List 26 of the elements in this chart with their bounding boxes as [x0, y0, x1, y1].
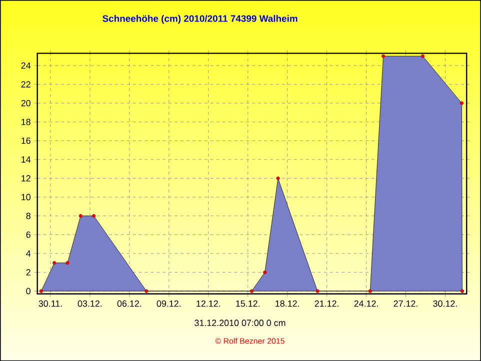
y-tick-label: 20 — [21, 100, 30, 106]
y-tick-label: 16 — [22, 137, 30, 144]
x-tick-label: 03.12. — [78, 300, 102, 307]
y-tick-label: 24 — [21, 62, 31, 69]
y-tick-label: 12 — [22, 175, 30, 182]
chart-title: Schneehöhe (cm) 2010/2011 74399 Walheim — [102, 14, 298, 24]
x-tick-label: 09.12. — [156, 300, 181, 307]
x-tick-label: 27.12. — [394, 300, 418, 307]
y-tick-label: 14 — [22, 156, 31, 162]
x-tick-label: 12.12. — [196, 300, 220, 307]
x-tick-label: 30.12. — [433, 300, 457, 307]
y-tick-label: 22 — [21, 81, 30, 88]
y-tick-label: 0 — [26, 288, 30, 294]
x-tick-label: 18.12. — [276, 300, 299, 307]
y-tick-label: 18 — [22, 118, 30, 125]
x-tick-label: 24.12. — [354, 300, 378, 307]
y-tick-label: 6 — [26, 231, 30, 238]
x-tick-label: 15.12. — [236, 300, 260, 307]
x-tick-label: 30.11. — [38, 300, 62, 307]
x-tick-label: 21.12. — [314, 300, 338, 307]
y-tick-label: 4 — [26, 250, 31, 256]
y-tick-label: 10 — [22, 194, 30, 200]
y-tick-label: 8 — [26, 212, 30, 219]
text: 31.12.2010 07:00 0 cm — [194, 320, 286, 326]
x-tick-label: 06.12. — [117, 300, 142, 307]
y-tick-label: 2 — [26, 269, 30, 276]
